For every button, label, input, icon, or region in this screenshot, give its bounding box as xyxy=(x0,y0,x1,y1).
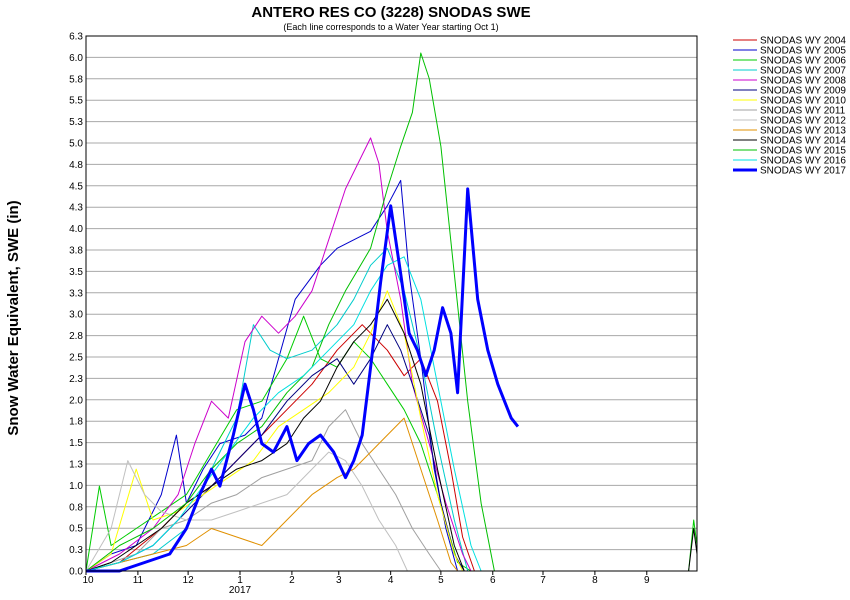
y-tick-label: 2.5 xyxy=(69,353,83,364)
series-line-snodas-wy-2005 xyxy=(85,179,459,572)
legend-label: SNODAS WY 2004 xyxy=(760,36,846,47)
y-tick-label: 5.5 xyxy=(69,96,83,107)
y-tick-label: 3.0 xyxy=(69,310,83,321)
series-line-snodas-wy-2009 xyxy=(85,324,465,572)
y-tick-label: 3.8 xyxy=(69,246,83,257)
series-line-snodas-wy-2015 xyxy=(85,52,495,572)
y-tick-label: 2.8 xyxy=(69,331,83,342)
x-tick-label: 7 xyxy=(540,575,546,586)
y-tick-label: 2.3 xyxy=(69,374,83,385)
legend-label: SNODAS WY 2008 xyxy=(760,76,846,87)
y-tick-label: 2.0 xyxy=(69,395,83,406)
series-line-snodas-wy-2007 xyxy=(85,247,469,572)
series-line-snodas-wy-2011 xyxy=(85,409,442,572)
series-line-snodas-wy-2014 xyxy=(85,298,698,572)
x-tick-label: 11 xyxy=(133,575,144,586)
y-tick-label: 0.5 xyxy=(69,524,83,535)
legend-label: SNODAS WY 2007 xyxy=(760,66,846,77)
legend-label: SNODAS WY 2012 xyxy=(760,116,846,127)
y-tick-label: 4.5 xyxy=(69,181,83,192)
x-tick-label: 9 xyxy=(644,575,650,586)
legend-label: SNODAS WY 2006 xyxy=(760,56,846,67)
grid xyxy=(86,56,697,551)
y-tick-label: 1.5 xyxy=(69,438,83,449)
x-tick-label: 10 xyxy=(82,575,94,586)
y-tick-label: 3.5 xyxy=(69,267,83,278)
y-tick-label: 6.0 xyxy=(69,53,83,64)
y-tick-label: 0.0 xyxy=(69,567,83,578)
legend-label: SNODAS WY 2015 xyxy=(760,146,846,157)
y-tick-label: 0.8 xyxy=(69,502,83,513)
chart-subtitle: (Each line corresponds to a Water Year s… xyxy=(283,22,498,32)
series-line-snodas-wy-2012 xyxy=(85,451,408,572)
y-tick-label: 0.3 xyxy=(69,545,83,556)
y-tick-label: 4.0 xyxy=(69,224,83,235)
series-line-snodas-wy-2013 xyxy=(85,417,458,572)
y-tick-label: 4.8 xyxy=(69,160,83,171)
chart-title: ANTERO RES CO (3228) SNODAS SWE xyxy=(251,4,530,21)
x-tick-label: 6 xyxy=(490,575,496,586)
series-layer xyxy=(85,52,698,573)
x-tick-label: 3 xyxy=(336,575,342,586)
y-tick-label: 1.0 xyxy=(69,481,83,492)
x-year-label: 2017 xyxy=(229,585,252,596)
plot-frame xyxy=(85,35,698,572)
legend-label: SNODAS WY 2014 xyxy=(760,136,846,147)
x-tick-label: 5 xyxy=(438,575,444,586)
x-tick-label: 2 xyxy=(289,575,295,586)
series-line-snodas-wy-2016 xyxy=(85,256,482,572)
series-line-snodas-wy-2010 xyxy=(85,290,464,572)
y-axis-label: Snow Water Equivalent, SWE (in) xyxy=(5,200,22,435)
y-tick-label: 1.8 xyxy=(69,417,83,428)
legend-label: SNODAS WY 2011 xyxy=(760,106,846,117)
legend-label: SNODAS WY 2013 xyxy=(760,126,846,137)
legend-label: SNODAS WY 2009 xyxy=(760,86,846,97)
y-tick-labels: 0.0 0.3 0.5 0.8 1.0 1.3 1.5 1.8 2.0 2.3 2.5 2.8 3.0 3… xyxy=(69,32,83,578)
legend-label: SNODAS WY 2010 xyxy=(760,96,846,107)
x-tick-label: 4 xyxy=(388,575,394,586)
x-tick-label: 8 xyxy=(592,575,598,586)
x-tick-label: 1 xyxy=(237,575,243,586)
y-tick-label: 5.8 xyxy=(69,74,83,85)
legend-label: SNODAS WY 2005 xyxy=(760,46,846,57)
y-tick-label: 4.3 xyxy=(69,203,83,214)
legend-label: SNODAS WY 2017 xyxy=(760,166,846,177)
y-tick-label: 1.3 xyxy=(69,460,83,471)
y-tick-label: 3.3 xyxy=(69,288,83,299)
x-tick-label: 12 xyxy=(183,575,195,586)
series-line-snodas-wy-2017 xyxy=(86,187,520,573)
y-tick-label: 6.3 xyxy=(69,32,83,43)
legend-label: SNODAS WY 2016 xyxy=(760,156,846,167)
y-tick-label: 5.0 xyxy=(69,139,83,150)
y-tick-label: 5.3 xyxy=(69,117,83,128)
